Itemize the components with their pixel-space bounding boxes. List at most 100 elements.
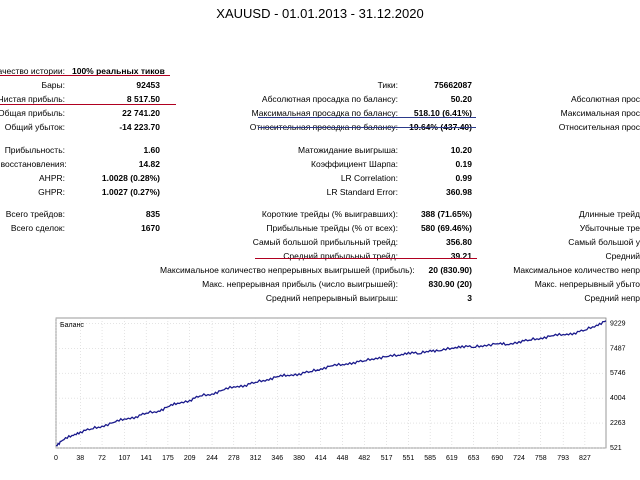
stat-value: 3 <box>467 293 472 303</box>
y-tick-label: 2263 <box>610 420 626 427</box>
x-tick-label: 209 <box>184 455 196 462</box>
stat-label: Коэффициент Шарпа: <box>311 159 398 169</box>
stat-label: Прибыльность: <box>4 145 65 155</box>
x-tick-label: 724 <box>513 455 525 462</box>
stat-label: Максимальная прос <box>560 108 640 118</box>
stat-label: Матожидание выигрыша: <box>297 145 398 155</box>
stat-label: Бары: <box>41 80 65 90</box>
stat-label: Убыточные тре <box>579 223 640 233</box>
x-tick-label: 653 <box>468 455 480 462</box>
stat-label: Средний непр <box>584 293 640 303</box>
y-tick-label: 9229 <box>610 320 626 327</box>
balance-line <box>55 320 607 447</box>
stat-value: 39.21 <box>450 251 472 261</box>
stat-label: Средний непрерывный выигрыш: <box>265 293 398 303</box>
stat-label: Длинные трейд <box>578 209 640 219</box>
stat-value: 1670 <box>141 223 160 233</box>
stat-value: 0.99 <box>455 173 472 183</box>
stat-value: 1.0027 (0.27%) <box>101 187 160 197</box>
stat-value: 0.19 <box>455 159 472 169</box>
balance-chart: 0 38 72 107 141 175 209 244 278 312 346 380 414 448 48… <box>54 317 626 462</box>
stat-value: 580 (69.46%) <box>420 223 472 233</box>
x-tick-label: 517 <box>381 455 393 462</box>
report-title: XAUUSD - 01.01.2013 - 31.12.2020 <box>216 6 424 21</box>
stat-value: 360.98 <box>446 187 472 197</box>
x-tick-label: 380 <box>293 455 305 462</box>
x-tick-label: 758 <box>535 455 547 462</box>
stat-label: Фактор восстановления: <box>0 159 67 169</box>
stat-label: Короткие трейды (% выигравших): <box>261 209 398 219</box>
x-tick-label: 793 <box>557 455 569 462</box>
x-tick-label: 244 <box>206 455 218 462</box>
stat-label: Относительная прос <box>558 122 640 132</box>
stat-label: Прибыльные трейды (% от всех): <box>266 223 398 233</box>
y-tick-label: 5746 <box>610 370 626 377</box>
x-tick-label: 175 <box>162 455 174 462</box>
x-tick-label: 72 <box>98 455 106 462</box>
highlight-underline <box>255 258 477 259</box>
stat-label: Максимальное количество непрерывных выиг… <box>160 265 415 275</box>
stat-value: -14 223.70 <box>119 122 160 132</box>
stat-label: Общая прибыль: <box>0 108 65 118</box>
highlight-underline <box>258 117 476 118</box>
x-tick-label: 585 <box>424 455 436 462</box>
stat-label: Всего трейдов: <box>5 209 65 219</box>
stat-label: Максимальное количество непр <box>513 265 640 275</box>
stat-value: 14.82 <box>138 159 160 169</box>
plot-area <box>55 317 607 449</box>
chart-title: Баланс <box>60 322 84 329</box>
stat-label: Самый большой прибыльный трейд: <box>252 237 398 247</box>
stat-value: 20 (830.90) <box>428 265 472 275</box>
x-tick-label: 312 <box>250 455 262 462</box>
x-tick-label: 551 <box>403 455 415 462</box>
stat-label: Общий убыток: <box>4 122 65 132</box>
stat-label: Чистая прибыль: <box>0 94 65 104</box>
stat-value: 75662087 <box>434 80 472 90</box>
stat-label: Абсолютная просадка по балансу: <box>261 94 398 104</box>
x-tick-label: 38 <box>76 455 84 462</box>
stat-label: Макс. непрерывная прибыль (число выигрыш… <box>202 279 398 289</box>
stat-label: LR Correlation: <box>340 173 398 183</box>
x-tick-label: 482 <box>358 455 370 462</box>
stat-label: LR Standard Error: <box>326 187 398 197</box>
stat-label: AHPR: <box>39 173 65 183</box>
stat-label: Максимальная просадка по балансу: <box>251 108 398 118</box>
stat-label: Самый большой у <box>568 237 640 247</box>
stat-value: 835 <box>145 209 160 219</box>
y-tick-label: 521 <box>610 445 622 452</box>
x-tick-label: 448 <box>337 455 349 462</box>
stat-value: 22 741.20 <box>122 108 160 118</box>
stat-value: 8 517.50 <box>126 94 160 104</box>
stat-value: 830.90 (20) <box>428 279 472 289</box>
stat-value: 100% реальных тиков <box>72 66 165 76</box>
x-tick-label: 619 <box>446 455 458 462</box>
stat-label: Тики: <box>377 80 398 90</box>
x-tick-label: 141 <box>140 455 152 462</box>
stat-label: Средний <box>605 251 640 261</box>
y-tick-label: 7487 <box>610 345 626 352</box>
highlight-underline <box>0 104 176 105</box>
y-tick-label: 4004 <box>610 395 626 402</box>
stat-value: 1.0028 (0.28%) <box>101 173 160 183</box>
x-tick-label: 414 <box>315 455 327 462</box>
x-tick-label: 107 <box>119 455 131 462</box>
stat-label: Всего сделок: <box>10 223 65 233</box>
stat-label: Абсолютная прос <box>570 94 640 104</box>
stat-value: 92453 <box>136 80 160 90</box>
stat-value: 1.60 <box>143 145 160 155</box>
stat-label: GHPR: <box>38 187 65 197</box>
x-tick-label: 690 <box>491 455 503 462</box>
stat-value: 50.20 <box>450 94 472 104</box>
x-tick-label: 0 <box>54 455 58 462</box>
stat-value: 518.10 (6.41%) <box>413 108 472 118</box>
highlight-underline <box>258 127 476 128</box>
stat-label: Средний прибыльный трейд: <box>283 251 398 261</box>
stat-value: 10.20 <box>450 145 472 155</box>
stat-value: 388 (71.65%) <box>420 209 472 219</box>
highlight-underline <box>0 75 170 76</box>
stat-label: Макс. непрерывный убыто <box>534 279 640 289</box>
x-tick-label: 346 <box>271 455 283 462</box>
stat-label: Качество истории: <box>0 66 65 76</box>
stat-value: 356.80 <box>446 237 472 247</box>
x-tick-label: 827 <box>579 455 591 462</box>
